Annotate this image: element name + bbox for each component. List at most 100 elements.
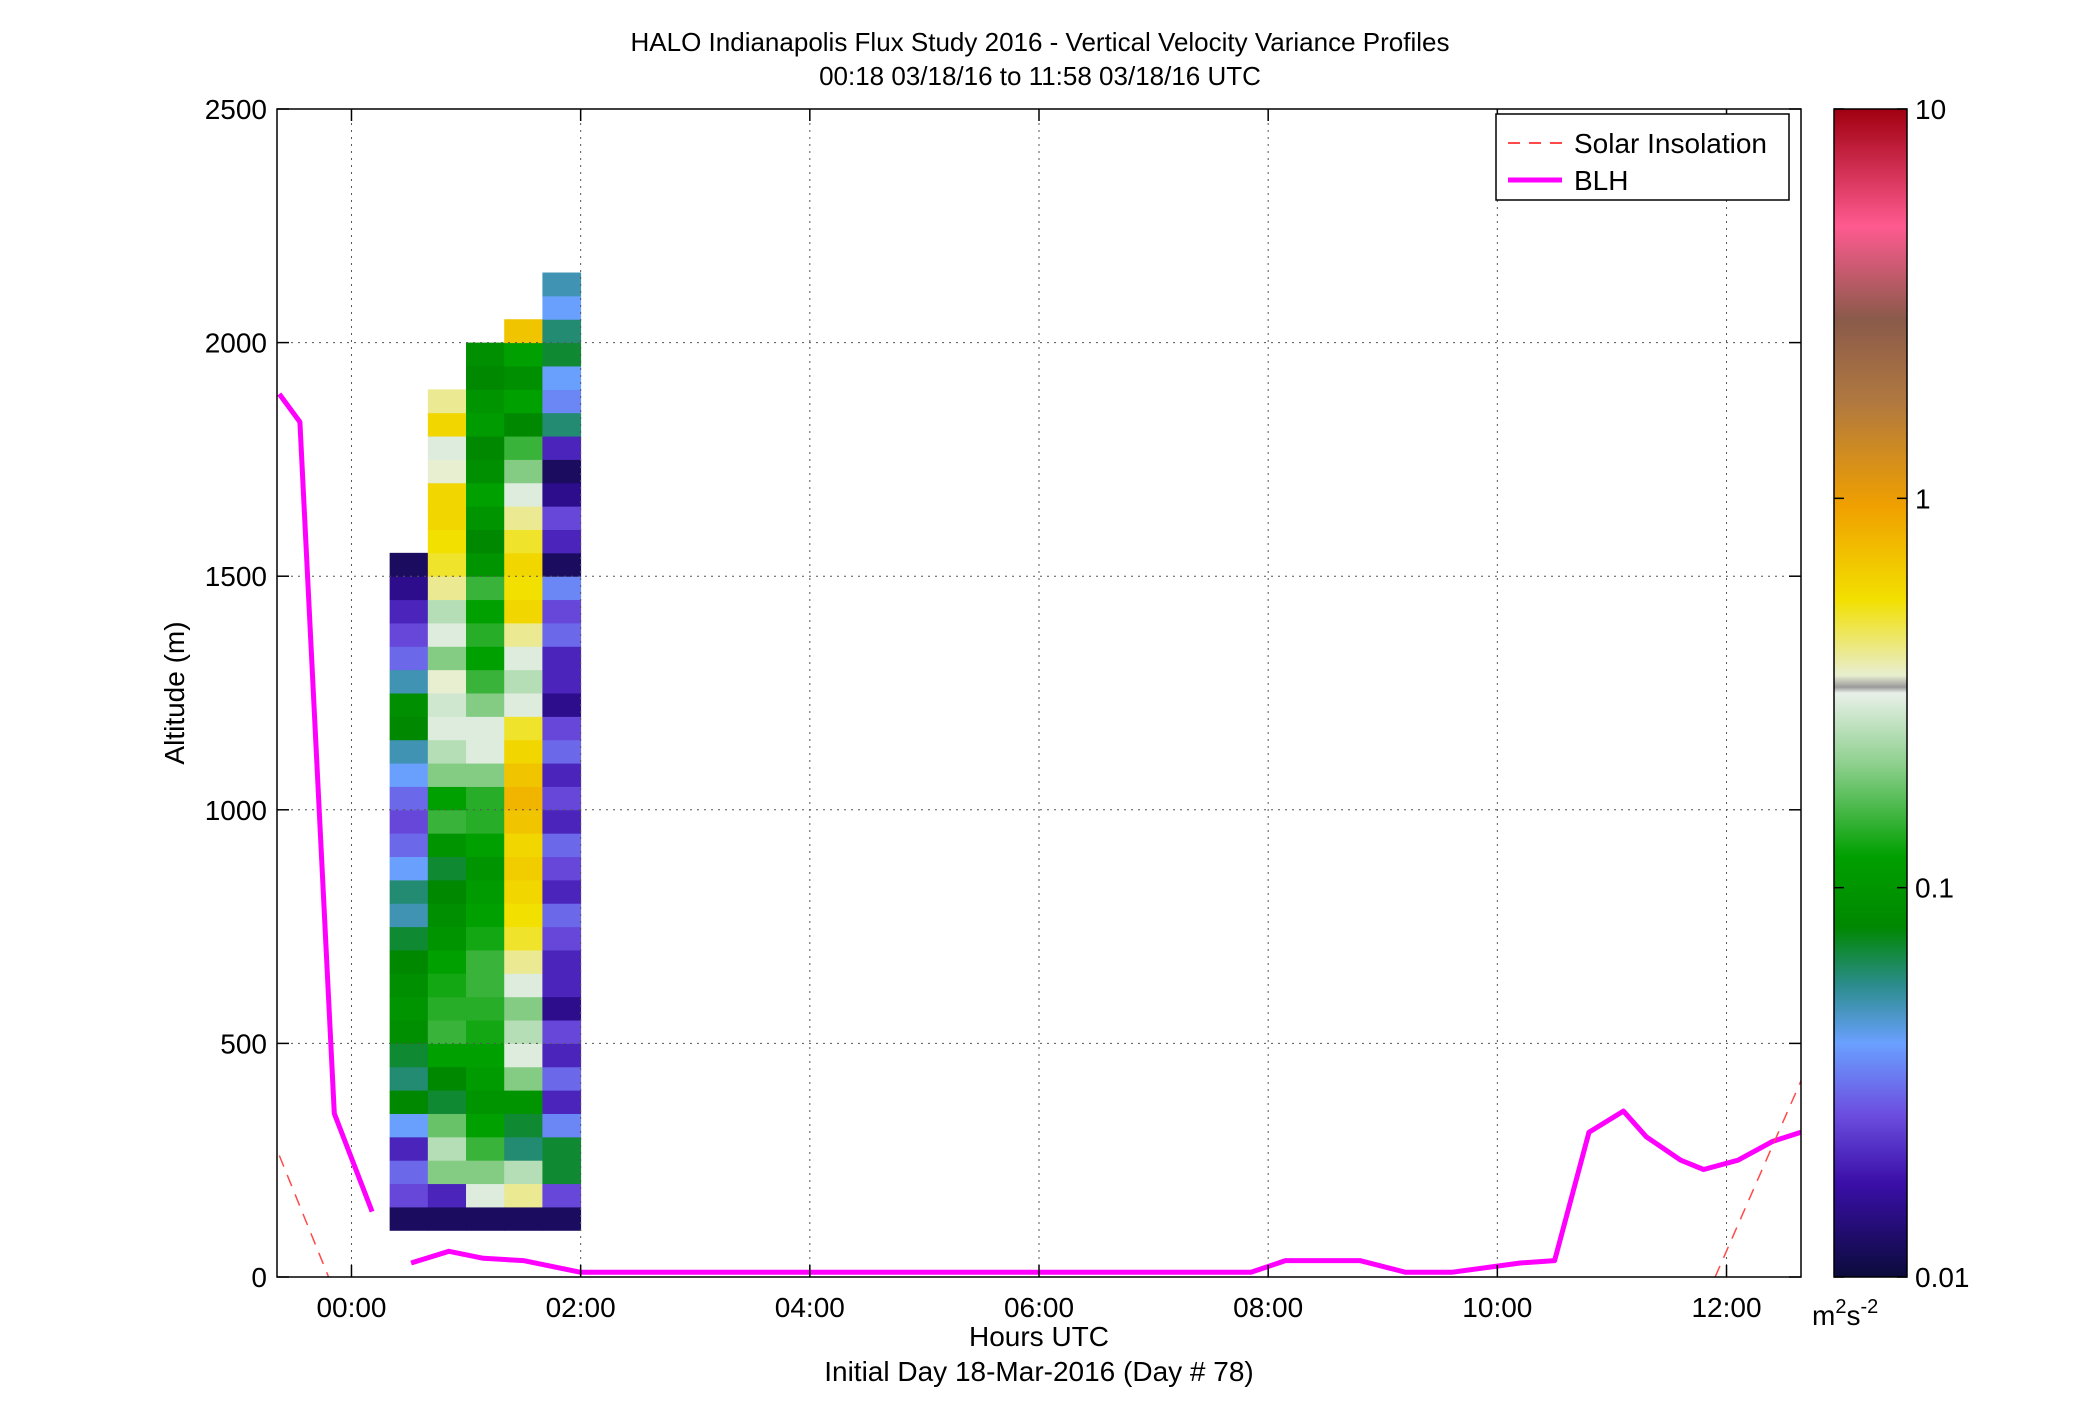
heatmap-cell: [466, 506, 505, 530]
heatmap-cell: [466, 1066, 505, 1091]
heatmap-cell: [427, 622, 467, 647]
heatmap-cell: [466, 716, 505, 741]
heatmap-cell: [466, 973, 505, 998]
colorbar-unit: m2s-2: [1812, 1296, 1878, 1331]
colorbar-tick-label: 1: [1915, 483, 1931, 514]
heatmap-cell: [504, 786, 543, 811]
heatmap-cell: [427, 599, 467, 624]
heatmap-cell: [504, 1020, 543, 1044]
heatmap-cell: [427, 529, 467, 554]
heatmap-cell: [542, 389, 582, 414]
y-tick-label: 2500: [205, 94, 267, 125]
heatmap-cell: [542, 763, 582, 787]
heatmap-cell: [542, 879, 582, 904]
heatmap-cell: [504, 576, 543, 601]
heatmap-cell: [427, 646, 467, 671]
heatmap-cell: [542, 716, 582, 741]
chart-subtitle: 00:18 03/18/16 to 11:58 03/18/16 UTC: [819, 61, 1261, 91]
heatmap-cell: [427, 949, 467, 974]
colorbar-unit-base: m: [1812, 1300, 1835, 1331]
heatmap-cell: [542, 272, 582, 297]
heatmap-cell: [427, 996, 467, 1021]
heatmap-cell: [389, 833, 429, 858]
heatmap-cell: [466, 412, 505, 437]
heatmap-cell: [427, 1090, 467, 1114]
heatmap-cell: [504, 1136, 543, 1161]
heatmap-cell: [542, 1113, 582, 1138]
heatmap-cell: [504, 482, 543, 507]
heatmap-cell: [466, 576, 505, 601]
heatmap-cell: [504, 693, 543, 717]
heatmap-cell: [389, 646, 429, 671]
heatmap-cell: [427, 1206, 467, 1231]
heatmap-cell: [427, 1066, 467, 1091]
heatmap-cell: [542, 739, 582, 764]
heatmap-cell: [427, 669, 467, 694]
heatmap-cell: [504, 1113, 543, 1138]
heatmap-cells: [389, 272, 582, 1231]
x-axis-label: Hours UTC: [969, 1321, 1109, 1352]
heatmap-cell: [427, 1113, 467, 1138]
heatmap-cell: [427, 1020, 467, 1044]
x-tick-label: 06:00: [1004, 1292, 1074, 1323]
heatmap-cell: [389, 669, 429, 694]
heatmap-cell: [542, 1020, 582, 1044]
heatmap-cell: [504, 1066, 543, 1091]
colorbar-unit-sup2: -2: [1860, 1296, 1878, 1318]
heatmap-cell: [427, 716, 467, 741]
x-tick-label: 08:00: [1233, 1292, 1303, 1323]
heatmap-cell: [504, 669, 543, 694]
heatmap-cell: [389, 1113, 429, 1138]
heatmap-cell: [389, 763, 429, 787]
heatmap-cell: [466, 949, 505, 974]
heatmap-cell: [389, 949, 429, 974]
heatmap-cell: [504, 1090, 543, 1114]
heatmap-cell: [427, 389, 467, 414]
heatmap-cell: [389, 903, 429, 928]
heatmap-cell: [542, 552, 582, 577]
heatmap-cell: [389, 926, 429, 951]
heatmap-cell: [389, 599, 429, 624]
heatmap-cell: [466, 739, 505, 764]
heatmap-cell: [466, 809, 505, 834]
heatmap-cell: [389, 879, 429, 904]
heatmap-cell: [542, 973, 582, 998]
y-axis-label: Altitude (m): [159, 621, 190, 764]
heatmap-cell: [542, 436, 582, 460]
heatmap-cell: [504, 1206, 543, 1231]
heatmap-cell: [504, 1043, 543, 1068]
heatmap-cell: [466, 459, 505, 484]
heatmap-cell: [427, 552, 467, 577]
heatmap-cell: [427, 1136, 467, 1161]
legend-label-blh: BLH: [1574, 165, 1628, 196]
heatmap-cell: [542, 342, 582, 367]
heatmap-cell: [466, 365, 505, 390]
heatmap-cell: [542, 809, 582, 834]
heatmap-cell: [542, 1043, 582, 1068]
heatmap-cell: [466, 646, 505, 671]
heatmap-cell: [542, 1066, 582, 1091]
x-tick-label: 10:00: [1462, 1292, 1532, 1323]
heatmap-cell: [466, 763, 505, 787]
heatmap-cell: [542, 459, 582, 484]
heatmap-cell: [504, 412, 543, 437]
heatmap-cell: [427, 1043, 467, 1068]
heatmap-cell: [504, 506, 543, 530]
y-tick-label: 500: [220, 1028, 267, 1059]
heatmap-cell: [504, 459, 543, 484]
heatmap-cell: [389, 1183, 429, 1208]
heatmap-cell: [466, 786, 505, 811]
colorbar-unit-sup1: 2: [1835, 1296, 1846, 1318]
y-ticks: 0 500 1000 1500 2000 2500: [205, 94, 1801, 1293]
heatmap-cell: [427, 482, 467, 507]
x-ticks: 00:00 02:00 04:00 06:00 08:00 10:00 12:00: [316, 109, 1762, 1323]
colorbar: 0.01 0.1 1 10 m2s-2: [1812, 94, 1970, 1331]
heatmap-cell: [466, 529, 505, 554]
heatmap-cell: [389, 1090, 429, 1114]
heatmap-cell: [466, 996, 505, 1021]
heatmap-cell: [389, 1206, 429, 1231]
colorbar-ticks: 0.01 0.1 1 10: [1834, 94, 1970, 1293]
heatmap-cell: [542, 646, 582, 671]
heatmap-cell: [504, 1183, 543, 1208]
